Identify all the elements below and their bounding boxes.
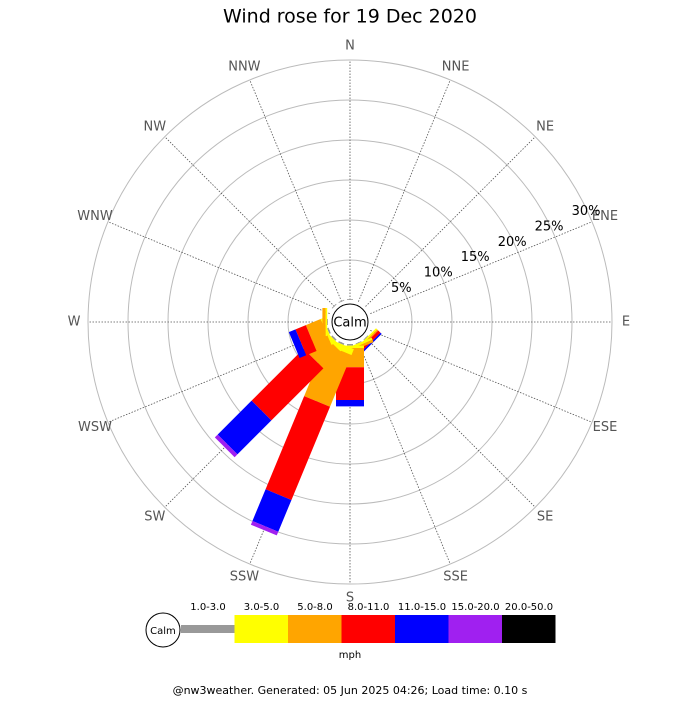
spoke: [365, 136, 536, 307]
bar-segment: [304, 344, 352, 407]
ring: [127, 99, 573, 545]
bar-segment: [338, 341, 345, 345]
direction-label: NNW: [228, 60, 260, 75]
spoke: [370, 221, 593, 314]
legend-label: 3.0-5.0: [244, 602, 279, 613]
direction-label: W: [68, 315, 81, 330]
bar-segment: [250, 521, 279, 536]
bar-segment: [338, 299, 345, 303]
direction-label: ESE: [593, 420, 618, 435]
spoke: [107, 221, 330, 314]
ring: [247, 219, 453, 425]
bar-segment: [265, 396, 331, 500]
direction-label: SSE: [443, 569, 468, 584]
direction-label: E: [622, 315, 630, 330]
legend-calm-label: Calm: [150, 626, 176, 637]
direction-label: NE: [536, 119, 554, 134]
ring-label: 10%: [424, 265, 453, 280]
direction-label: NNE: [442, 60, 470, 75]
direction-label: WSW: [78, 420, 112, 435]
bar-segment: [363, 335, 369, 341]
spoke: [107, 330, 330, 423]
direction-label: SW: [144, 510, 165, 525]
bar-segment: [322, 308, 326, 336]
calm-label: Calm: [333, 316, 366, 331]
chart-title: Wind rose for 19 Dec 2020: [223, 6, 477, 28]
direction-label: SSW: [230, 569, 260, 584]
legend-swatch: [181, 625, 235, 633]
legend-swatch: [341, 615, 395, 643]
bar-segment: [331, 303, 337, 309]
direction-label: SE: [537, 510, 553, 525]
bar-segment: [336, 400, 364, 407]
direction-label: ENE: [592, 209, 618, 224]
spoke: [164, 136, 335, 307]
legend-swatch: [288, 615, 342, 643]
bar-segment: [331, 335, 337, 341]
bar-segment: [251, 348, 324, 421]
ring-label: 30%: [572, 204, 601, 219]
legend-label: 11.0-15.0: [398, 602, 446, 613]
spoke: [249, 79, 342, 302]
ring-label: 5%: [391, 281, 412, 296]
legend-label: 8.0-11.0: [348, 602, 390, 613]
direction-label: S: [346, 591, 354, 606]
bar-segment: [214, 434, 238, 458]
ring-label: 15%: [461, 250, 490, 265]
bar-segment: [305, 319, 332, 352]
legend-swatch: [448, 615, 502, 643]
unit-label: mph: [339, 650, 361, 661]
bar-segment: [217, 400, 272, 455]
ring-label: 25%: [535, 220, 564, 235]
bar-segment: [288, 329, 307, 359]
legend-label: 20.0-50.0: [505, 602, 553, 613]
spoke: [370, 330, 593, 423]
bar-segment: [325, 308, 328, 336]
legend-label: 5.0-8.0: [297, 602, 332, 613]
bar-segment: [347, 344, 353, 346]
ring: [87, 59, 613, 585]
spoke: [358, 79, 451, 302]
calm-circle: [331, 303, 369, 341]
bar-segment: [252, 489, 292, 532]
spoke: [365, 337, 536, 508]
footer: @nw3weather. Generated: 05 Jun 2025 04:2…: [173, 684, 528, 697]
bar-segment: [327, 327, 331, 334]
direction-label: NW: [144, 119, 167, 134]
bar-segment: [347, 299, 353, 300]
bar-segment: [327, 319, 328, 325]
bar-segment: [295, 325, 317, 356]
legend-swatch: [234, 615, 288, 643]
direction-label: WNW: [77, 209, 113, 224]
legend-swatch: [502, 615, 556, 643]
legend-swatch: [395, 615, 449, 643]
spoke: [358, 342, 451, 565]
bar-segment: [355, 341, 362, 345]
legend-calm: [145, 612, 181, 648]
direction-label: N: [345, 39, 355, 54]
ring-label: 20%: [498, 235, 527, 250]
legend-label: 15.0-20.0: [451, 602, 499, 613]
legend-label: 1.0-3.0: [190, 602, 225, 613]
bar-segment: [360, 332, 382, 354]
